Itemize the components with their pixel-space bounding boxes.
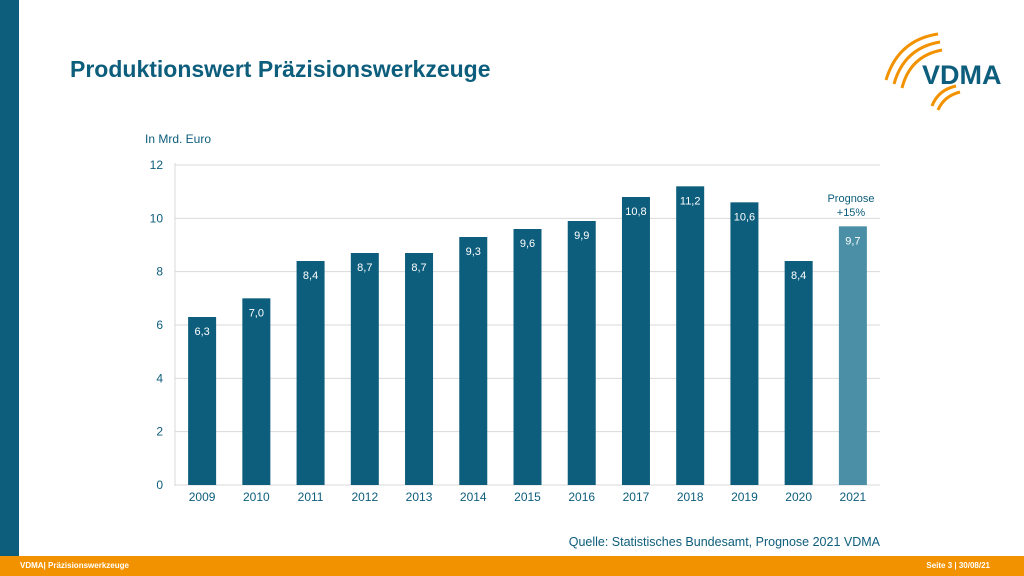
bar-value-label: 9,6 [520,238,535,250]
x-tick-label: 2011 [298,490,324,504]
bar [621,197,650,485]
y-tick-label: 0 [156,478,163,492]
y-tick-label: 6 [156,318,163,332]
x-tick-label: 2019 [731,490,758,504]
bar [242,298,271,485]
x-tick-label: 2012 [351,490,378,504]
left-accent-band [0,0,19,556]
forecast-annotation-line1: Prognose [827,193,874,205]
y-tick-label: 2 [156,425,163,439]
bar-value-label: 8,7 [411,262,426,274]
bar [405,253,434,485]
x-tick-label: 2018 [677,490,704,504]
footer-left-text: VDMA| Präzisionswerkzeuge [20,561,129,570]
bar [513,229,542,485]
vdma-logo-text: VDMA [922,60,1002,90]
bar-value-label: 7,0 [249,307,264,319]
y-tick-label: 8 [156,265,163,279]
bar [730,202,759,486]
forecast-annotation-line2: +15% [837,207,866,219]
x-tick-label: 2017 [623,490,650,504]
bar [459,237,488,485]
bar-value-label: 9,9 [574,230,589,242]
bar-value-label: 9,3 [466,246,481,258]
bar-value-label: 8,7 [357,262,372,274]
bar [350,253,379,485]
bar-value-label: 8,4 [791,270,806,282]
x-tick-label: 2014 [460,490,487,504]
source-note: Quelle: Statistisches Bundesamt, Prognos… [569,535,881,549]
vdma-logo-icon [884,32,961,111]
bar-value-label: 11,2 [680,195,701,207]
x-tick-label: 2021 [840,490,867,504]
footer-page-info: Seite 3 | 30/08/21 [926,561,990,570]
bar-value-label: 8,4 [303,270,318,282]
bar [784,261,813,485]
bar-chart: In Mrd. Euro 0 2 4 6 8 10 12 6,3 2009 7,0 2010 8,4… [145,132,881,549]
bar [188,317,217,485]
x-tick-label: 2020 [785,490,812,504]
page-title: Produktionswert Präzisionswerkzeuge [70,56,491,82]
bar-value-label: 6,3 [194,326,209,338]
x-tick-label: 2016 [568,490,595,504]
bar [676,186,705,486]
bar [838,226,867,486]
x-tick-label: 2015 [514,490,541,504]
bar-value-label: 10,6 [734,211,755,223]
x-tick-label: 2013 [406,490,433,504]
bar [567,221,596,485]
y-tick-label: 10 [150,211,164,225]
x-tick-label: 2010 [243,490,270,504]
x-tick-label: 2009 [189,490,216,504]
y-tick-label: 4 [156,371,163,385]
footer-bar: VDMA| Präzisionswerkzeuge Seite 3 | 30/0… [0,556,1024,576]
bar-value-label: 9,7 [845,235,860,247]
bar-value-label: 10,8 [625,206,646,218]
y-axis-label: In Mrd. Euro [145,132,211,146]
y-tick-label: 12 [150,158,164,172]
bar [296,261,325,485]
